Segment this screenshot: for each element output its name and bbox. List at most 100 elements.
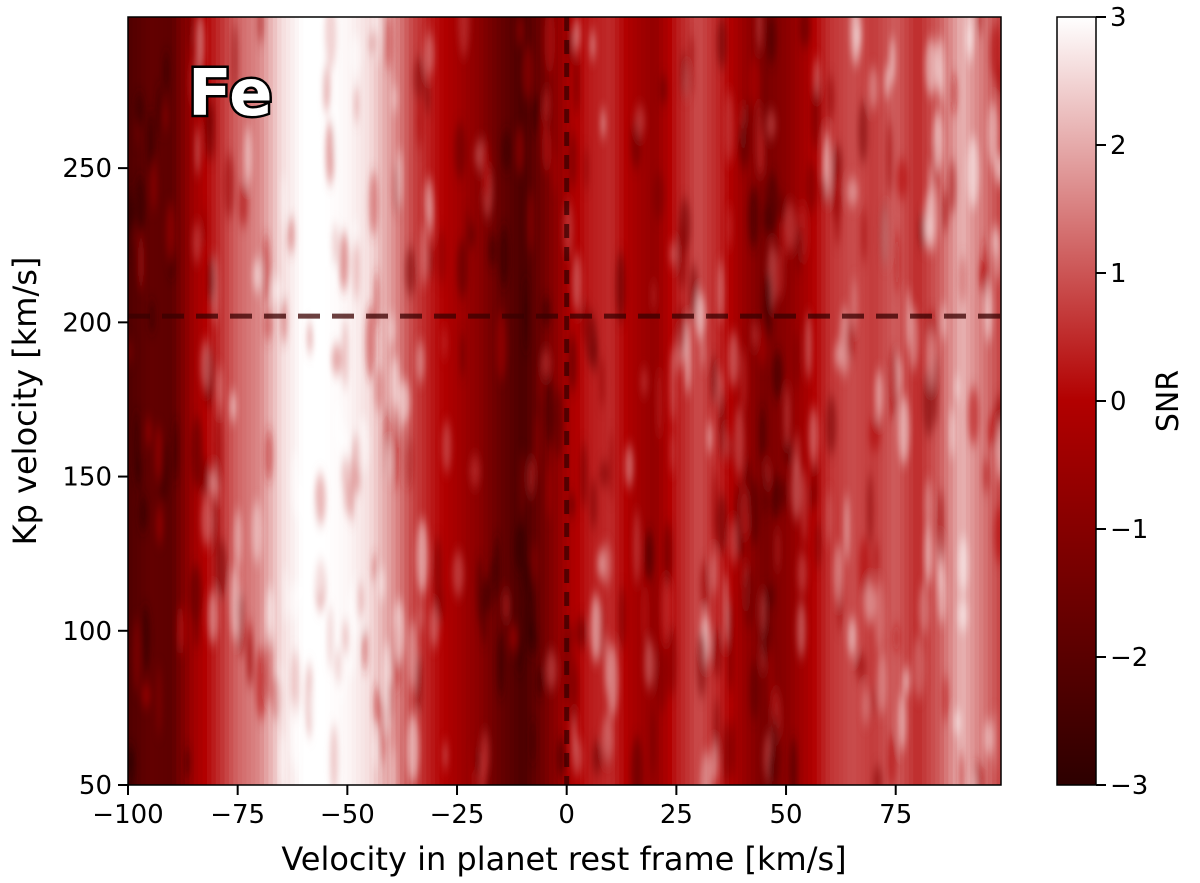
heatmap-cell (965, 17, 971, 785)
heatmap-cell (220, 17, 226, 785)
heatmap-cell (307, 17, 313, 785)
heatmap-streak (420, 222, 428, 286)
heatmap-streak (434, 586, 446, 623)
heatmap-streak (306, 136, 316, 203)
heatmap-streak (186, 17, 192, 50)
heatmap-streak (689, 35, 695, 71)
y-tick-label: 100 (62, 617, 112, 647)
heatmap-streak (234, 509, 242, 570)
heatmap-streak (569, 651, 579, 726)
heatmap-streak (137, 233, 145, 291)
heatmap-cell (360, 17, 366, 785)
heatmap-streak (599, 460, 610, 487)
colorbar-tick-label: −2 (1110, 643, 1148, 673)
heatmap-streak (618, 585, 627, 649)
heatmap-streak (553, 388, 564, 459)
heatmap-streak (568, 131, 578, 188)
heatmap-cell (386, 17, 392, 785)
heatmap-streak (661, 570, 673, 644)
heatmap-cell (764, 17, 770, 785)
heatmap-streak (971, 770, 977, 785)
heatmap-cell (614, 17, 620, 785)
heatmap-streak (314, 555, 325, 595)
heatmap-streak (918, 582, 930, 636)
heatmap-streak (806, 160, 817, 214)
heatmap-streak (724, 90, 734, 164)
heatmap-streak (596, 549, 606, 579)
heatmap-streak (589, 29, 596, 61)
heatmap-streak (552, 151, 558, 193)
heatmap-cell (189, 17, 195, 785)
heatmap-cell (645, 17, 651, 785)
heatmap-streak (728, 631, 734, 694)
heatmap-streak (156, 504, 164, 545)
heatmap-cell (531, 17, 537, 785)
heatmap-streak (994, 154, 1001, 184)
heatmap-streak (493, 535, 501, 603)
heatmap-streak (515, 17, 526, 47)
heatmap-cell (733, 17, 739, 785)
heatmap-streak (390, 355, 400, 410)
heatmap-cell (430, 17, 436, 785)
heatmap-streak (719, 390, 726, 460)
heatmap-streak (755, 101, 763, 177)
heatmap-cell (794, 17, 800, 785)
heatmap-streak (416, 340, 425, 383)
heatmap-cell (575, 17, 581, 785)
heatmap-streak (134, 175, 146, 233)
heatmap-streak (207, 589, 219, 644)
heatmap-streak (941, 191, 949, 233)
heatmap-streak (889, 36, 896, 85)
heatmap-streak (541, 125, 552, 173)
heatmap-cell (943, 17, 949, 785)
heatmap-streak (796, 601, 806, 658)
heatmap-cell (702, 17, 708, 785)
heatmap-cell (294, 17, 300, 785)
heatmap-cell (303, 17, 309, 785)
heatmap-streak (458, 17, 470, 58)
heatmap-streak (684, 65, 690, 98)
heatmap-cell (527, 17, 533, 785)
heatmap-streak (728, 520, 739, 565)
heatmap-streak (544, 17, 556, 75)
heatmap-streak (342, 318, 349, 390)
heatmap-streak (684, 318, 691, 394)
heatmap-streak (583, 147, 589, 190)
heatmap-cell (913, 17, 919, 785)
heatmap-streak (386, 443, 391, 480)
heatmap-cell (154, 17, 160, 785)
heatmap-streak (846, 319, 855, 361)
heatmap-streak (128, 338, 135, 365)
heatmap-streak (791, 456, 802, 521)
heatmap-streak (145, 417, 152, 447)
heatmap-cell (579, 17, 585, 785)
heatmap-cell (606, 17, 612, 785)
heatmap-streak (644, 638, 655, 689)
heatmap-streak (993, 232, 1001, 281)
heatmap-cell (465, 17, 471, 785)
heatmap-streak (799, 17, 811, 48)
heatmap-streak (515, 125, 525, 175)
heatmap-streak (983, 458, 990, 494)
heatmap-streak (727, 331, 739, 388)
heatmap-cell (680, 17, 686, 785)
heatmap-cell (342, 17, 348, 785)
heatmap-cell (750, 17, 756, 785)
heatmap-streak (516, 627, 523, 676)
heatmap-streak (716, 494, 728, 554)
heatmap-streak (580, 301, 591, 342)
heatmap-cell (601, 17, 607, 785)
heatmap-streak (200, 493, 213, 546)
heatmap-cell (448, 17, 454, 785)
heatmap-streak (201, 207, 207, 248)
heatmap-streak (244, 126, 252, 186)
heatmap-streak (924, 523, 933, 585)
heatmap-cell (369, 17, 375, 785)
heatmap-streak (437, 228, 447, 285)
heatmap-streak (805, 312, 812, 379)
heatmap-streak (334, 94, 339, 159)
heatmap-streak (992, 710, 997, 770)
heatmap-streak (207, 257, 215, 304)
heatmap-cell (593, 17, 599, 785)
heatmap-streak (140, 605, 151, 671)
